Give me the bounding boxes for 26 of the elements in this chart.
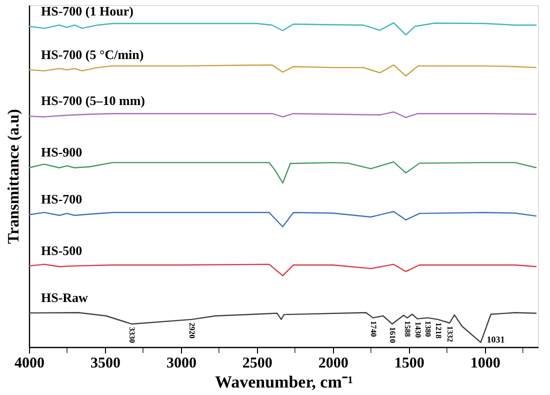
annotation: 1610 — [388, 326, 398, 343]
annotation: 1588 — [403, 320, 412, 337]
series-label: HS-900 — [41, 144, 82, 160]
annotation: 1332 — [446, 326, 455, 342]
annotation: 1218 — [434, 322, 443, 338]
series-label: HS-700 (1 Hour) — [41, 3, 134, 18]
x-tick-label: 1000 — [470, 356, 500, 372]
series-label: HS-Raw — [41, 290, 89, 305]
x-tick-label: 2500 — [242, 356, 272, 372]
y-axis-title: Transmittance (a.u) — [6, 109, 22, 244]
annotation: 2920 — [188, 322, 197, 338]
series-label: HS-500 — [41, 242, 82, 258]
series-label: HS-700 (5–10 mm) — [41, 93, 145, 108]
series-label: HS-700 — [41, 192, 82, 207]
x-tick-label: 4000 — [14, 356, 44, 372]
annotation: 1740 — [368, 320, 378, 337]
x-tick-label: 3500 — [90, 356, 120, 372]
annotation: 3330 — [128, 326, 137, 343]
x-tick-label: 2000 — [318, 356, 348, 372]
x-axis-title: Wavenumber, cm⁻¹ — [215, 372, 353, 392]
annotation: 1380 — [424, 320, 433, 337]
x-tick-label: 1500 — [394, 356, 424, 372]
annotation: 1430 — [413, 322, 422, 338]
x-tick-label: 3000 — [166, 356, 196, 372]
series-label: HS-700 (5 °C/min) — [41, 46, 144, 62]
annotation: 1031 — [486, 334, 506, 344]
